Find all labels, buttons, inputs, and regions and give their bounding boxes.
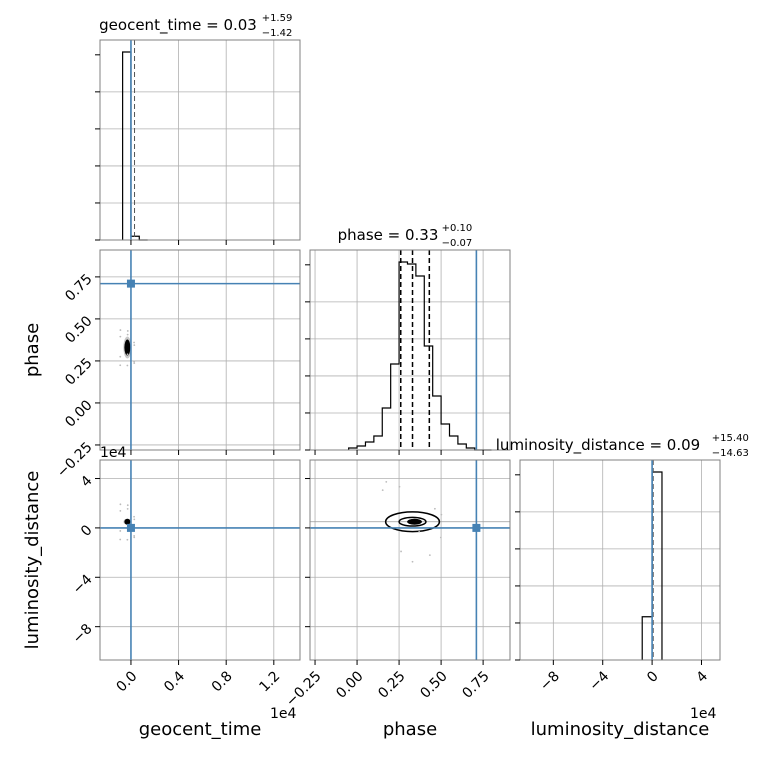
axes-frame [99,39,301,241]
title-phase: phase = 0.33 [338,226,439,244]
sample-point [133,360,136,363]
sample-point [133,341,135,344]
title-upper-error: +15.40 [712,433,749,444]
y-axis-label-phase: phase [22,323,43,377]
title-luminosity_distance: luminosity_distance = 0.09 [496,436,700,455]
title-lower-error: −14.63 [712,448,749,459]
x-axis-label-luminosity_distance: luminosity_distance [531,719,710,740]
density-core [407,518,422,525]
truth-marker [126,279,135,288]
sample-point [119,503,122,506]
axes-frame [99,459,301,661]
x-offset-label-luminosity_distance: 1e4 [690,706,717,722]
sample-point [133,518,136,521]
sample-point [385,480,388,483]
title-upper-error: +1.59 [262,13,293,24]
sample-point [119,355,122,358]
sample-point [119,509,122,512]
sample-point [119,335,122,338]
sample-point [126,364,129,367]
x-axis-label-geocent_time: geocent_time [139,719,262,740]
contour-level-2 [384,511,441,533]
density-core [124,518,131,525]
sample-point [400,550,402,553]
sample-point [418,530,421,533]
sample-point [433,507,436,510]
sample-point [133,515,135,518]
sample-point [119,364,122,367]
axes-frame [309,459,511,661]
truth-marker [472,523,481,532]
sample-point [126,504,129,507]
y-offset-label-luminosity_distance: 1e4 [100,445,127,461]
sample-point [133,362,136,365]
title-errors: +1.59 −1.42 [262,13,293,39]
title-upper-error: +0.10 [442,223,473,234]
sample-point [439,536,442,539]
sample-point [133,536,136,539]
histogram-phase [348,261,492,451]
x-offset-label-geocent_time: 1e4 [270,706,297,722]
axes-frame [99,249,301,451]
panel-geocent_time-hist: geocent_time = 0.03 +1.59 −1.42 [95,13,301,245]
sample-point [126,333,129,336]
sample-point [126,538,129,541]
title-errors: +0.10 −0.07 [442,223,473,249]
sample-point [126,353,129,356]
axes-frame [309,249,511,451]
title-geocent_time: geocent_time = 0.03 [99,16,257,35]
sample-point [119,538,122,541]
sample-point [398,485,401,488]
sample-point [126,330,129,332]
y-axis-label-luminosity_distance: luminosity_distance [22,471,43,650]
density-core [124,339,131,356]
truth-marker [126,523,135,532]
title-errors: +15.40 −14.63 [712,433,749,459]
title-lower-error: −0.07 [442,238,473,249]
sample-point [119,530,122,532]
sample-point [381,489,384,491]
sample-point [428,554,431,557]
sample-point [133,534,136,537]
x-axis-label-phase: phase [383,719,437,740]
sample-point [126,507,129,510]
title-lower-error: −1.42 [262,28,293,39]
panel-phase-hist: phase = 0.33 +0.10 −0.07 [305,223,511,455]
sample-point [411,560,414,563]
sample-point [119,329,122,331]
axes-frame [519,459,721,661]
contour-level-1 [398,516,427,527]
sample-point [133,344,136,347]
sample-point [440,513,443,516]
